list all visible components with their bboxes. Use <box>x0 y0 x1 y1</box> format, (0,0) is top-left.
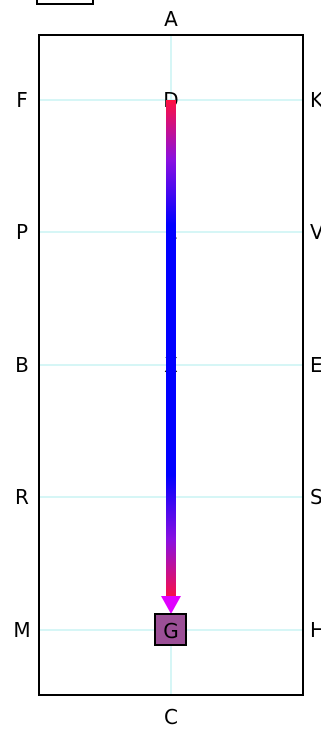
label-left-2: P <box>16 220 28 244</box>
end-node-label: G <box>163 619 179 643</box>
top-box-fragment <box>36 0 94 5</box>
label-top: A <box>164 7 178 31</box>
label-left-5: M <box>13 618 30 642</box>
label-right-1: K <box>310 88 321 112</box>
label-left-4: R <box>15 485 29 509</box>
label-right-4: S <box>310 485 321 509</box>
label-right-2: V <box>310 220 321 244</box>
label-right-3: E <box>310 353 321 377</box>
path-line <box>166 100 176 596</box>
diagram-frame <box>38 34 304 696</box>
label-bottom: C <box>164 705 178 729</box>
label-left-1: F <box>16 88 28 112</box>
path-arrow-head <box>161 596 181 614</box>
label-left-3: B <box>15 353 29 377</box>
end-node-box <box>154 613 187 646</box>
label-right-5: H <box>310 618 321 642</box>
